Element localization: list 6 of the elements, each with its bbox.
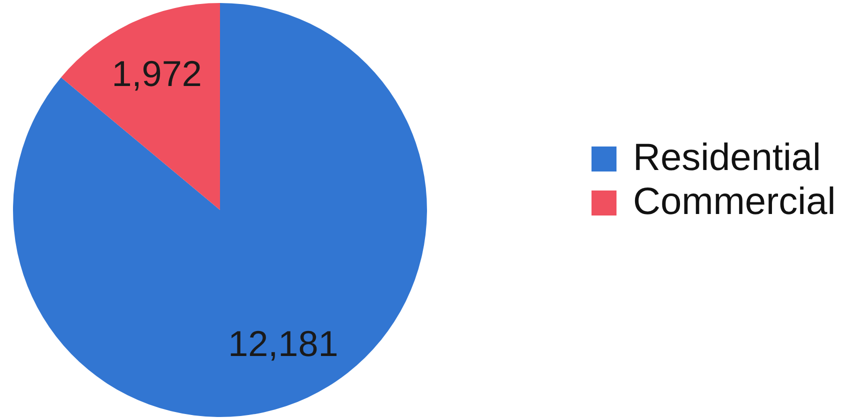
pie-slice	[13, 3, 427, 417]
legend-label: Residential	[633, 137, 821, 179]
data-label: 12,181	[228, 322, 338, 364]
legend-label: Commercial	[633, 181, 836, 223]
pie-slice	[61, 3, 220, 210]
data-label: 1,972	[112, 53, 202, 94]
